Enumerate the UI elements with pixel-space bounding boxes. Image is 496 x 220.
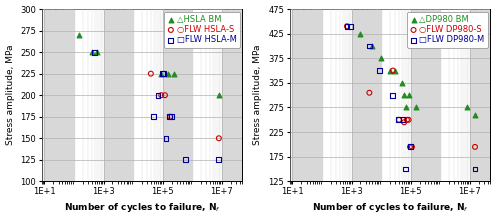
Point — [161, 94, 169, 97]
Point — [75, 33, 83, 37]
Point — [377, 57, 385, 60]
Point — [215, 158, 223, 161]
X-axis label: Number of cycles to failure, N$_f$: Number of cycles to failure, N$_f$ — [311, 202, 468, 214]
Point — [166, 115, 174, 119]
Point — [399, 118, 407, 122]
Point — [368, 44, 376, 48]
Point — [160, 72, 168, 75]
Point — [215, 136, 223, 140]
Point — [157, 94, 165, 97]
Bar — [411, 9, 440, 181]
Point — [402, 106, 410, 109]
Point — [166, 115, 174, 119]
Point — [343, 24, 351, 28]
Point — [471, 145, 479, 149]
Point — [162, 136, 170, 140]
Point — [376, 69, 384, 72]
Bar — [163, 9, 192, 181]
Y-axis label: Stress amplitude, MPa: Stress amplitude, MPa — [253, 45, 262, 145]
Point — [400, 94, 408, 97]
Point — [164, 72, 172, 75]
Bar — [104, 9, 133, 181]
Point — [400, 121, 408, 124]
Point — [386, 69, 394, 72]
Point — [406, 145, 414, 149]
Bar — [222, 9, 251, 181]
Point — [405, 118, 413, 122]
Point — [412, 106, 420, 109]
Point — [463, 106, 471, 109]
Legend: △DP980 BM, ○FLW DP980-S, □FLW DP980-M: △DP980 BM, ○FLW DP980-S, □FLW DP980-M — [407, 12, 488, 48]
Bar — [470, 9, 496, 181]
Point — [171, 72, 179, 75]
Legend: △HSLA BM, ○FLW HSLA-S, □FLW HSLA-M: △HSLA BM, ○FLW HSLA-S, □FLW HSLA-M — [164, 12, 240, 48]
Point — [88, 50, 96, 54]
Point — [391, 69, 399, 72]
Point — [389, 94, 397, 97]
Point — [91, 50, 99, 54]
Bar — [293, 9, 322, 181]
Point — [407, 145, 415, 149]
Point — [389, 69, 397, 72]
Point — [182, 158, 189, 161]
Point — [215, 94, 223, 97]
Point — [93, 50, 101, 54]
Point — [346, 24, 354, 28]
Point — [395, 118, 403, 122]
Bar — [45, 9, 74, 181]
Point — [408, 145, 416, 149]
Point — [398, 81, 406, 85]
Point — [405, 94, 413, 97]
Point — [366, 44, 373, 48]
Point — [401, 167, 409, 171]
Point — [357, 32, 365, 35]
Point — [157, 72, 165, 75]
Point — [395, 118, 403, 122]
Point — [471, 167, 479, 171]
Point — [403, 118, 411, 122]
Point — [154, 94, 162, 97]
Point — [159, 72, 167, 75]
Point — [168, 115, 176, 119]
Point — [147, 72, 155, 75]
Point — [366, 91, 373, 95]
Y-axis label: Stress amplitude, MPa: Stress amplitude, MPa — [5, 45, 14, 145]
Point — [343, 24, 351, 28]
Point — [471, 113, 479, 117]
X-axis label: Number of cycles to failure, N$_f$: Number of cycles to failure, N$_f$ — [63, 202, 220, 214]
Point — [150, 115, 158, 119]
Bar — [352, 9, 381, 181]
